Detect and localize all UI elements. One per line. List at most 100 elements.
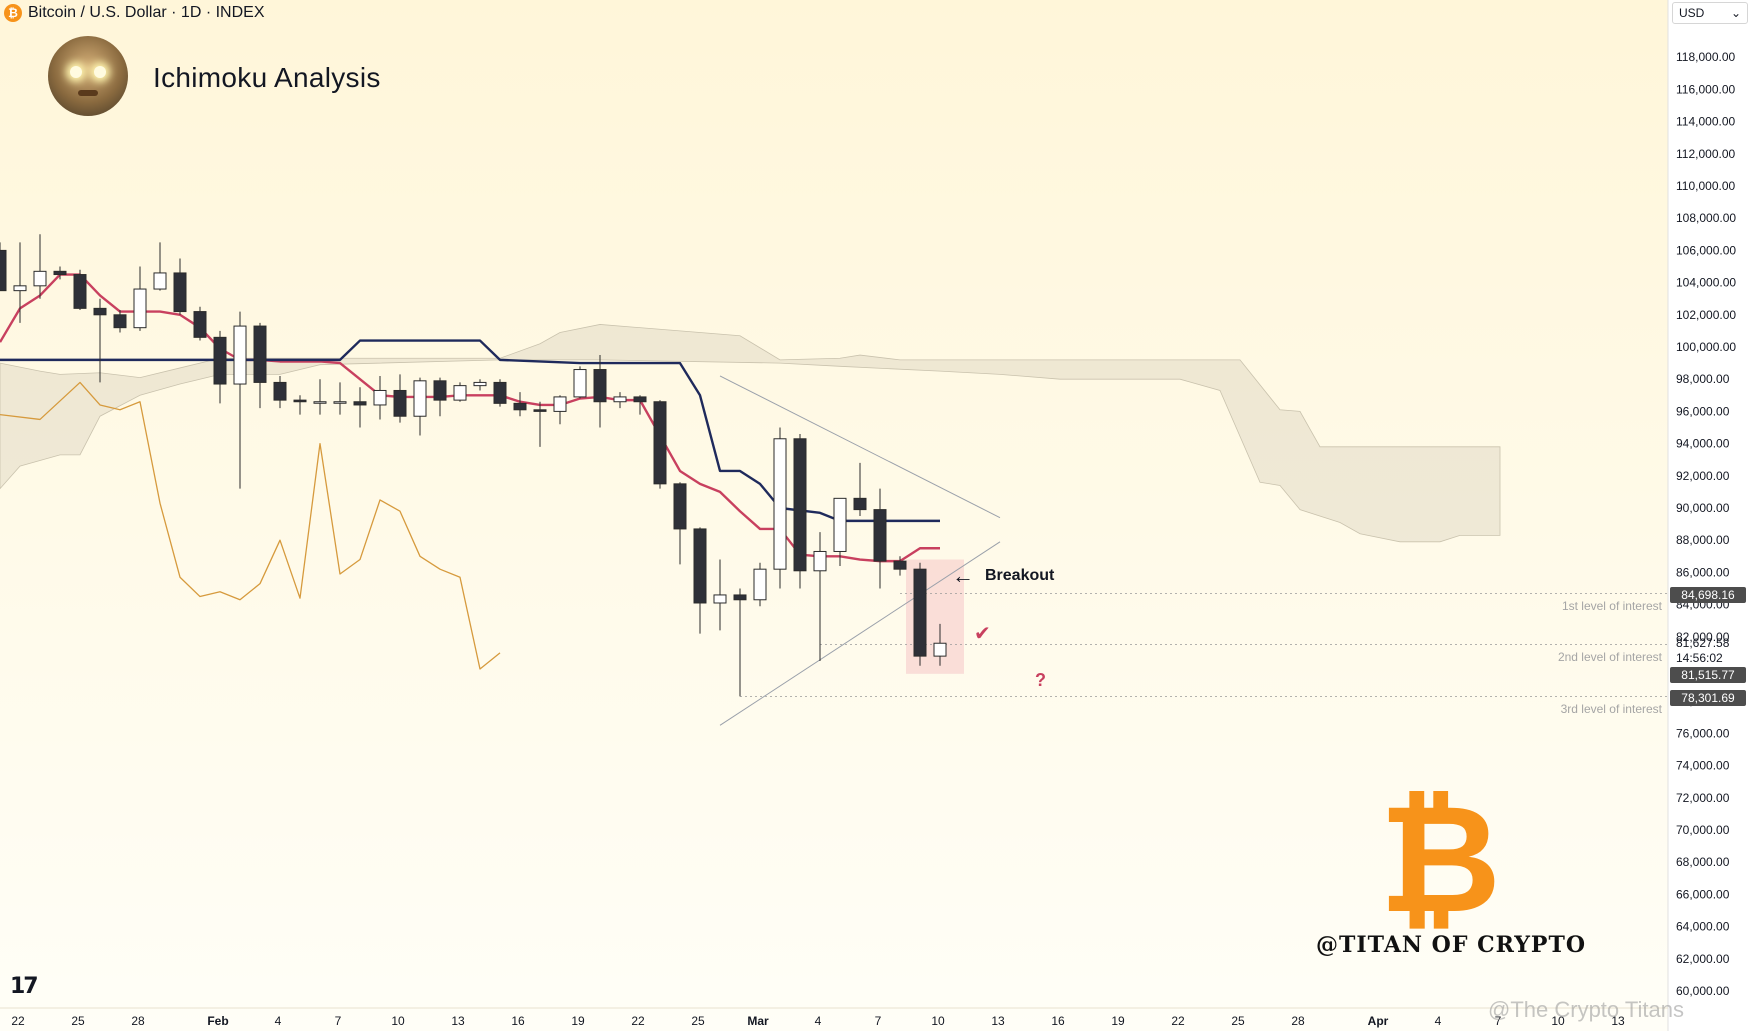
analysis-title: Ichimoku Analysis (153, 62, 381, 93)
y-tick-label: 96,000.00 (1676, 404, 1730, 418)
candle (573, 366, 587, 399)
price-tag-level-3: 78,301.69 (1670, 690, 1746, 706)
candle-body (53, 270, 67, 276)
y-tick-label: 108,000.00 (1676, 211, 1736, 225)
price-tag-level-2: 81,515.77 (1670, 667, 1746, 683)
candle (653, 400, 667, 489)
candle-body (533, 409, 547, 412)
x-tick-label: Feb (207, 1014, 228, 1028)
candle-body (233, 325, 247, 385)
y-tick-label: 60,000.00 (1676, 984, 1730, 998)
candle (0, 242, 7, 292)
candle-body (93, 307, 107, 316)
y-tick-label: 104,000.00 (1676, 276, 1736, 290)
checkmark-icon: ✔ (974, 623, 991, 645)
y-tick-label: 94,000.00 (1676, 437, 1730, 451)
candle (253, 322, 267, 409)
candle (293, 395, 307, 415)
y-tick-label: 82,000.00 (1676, 630, 1730, 644)
candle-body (433, 380, 447, 401)
triangle-trendline-2 (719, 541, 1001, 726)
x-tick-label: 25 (691, 1014, 705, 1028)
candle-body (793, 438, 807, 572)
candle (113, 309, 127, 333)
y-tick-label: 88,000.00 (1676, 533, 1730, 547)
y-tick-label: 98,000.00 (1676, 372, 1730, 386)
candle (913, 562, 927, 666)
x-tick-label: 13 (991, 1014, 1005, 1028)
candle (533, 401, 547, 447)
candle-body (893, 560, 907, 570)
candle-body (633, 396, 647, 403)
x-tick-label: 25 (1231, 1014, 1245, 1028)
y-tick-label: 112,000.00 (1676, 147, 1735, 161)
candle-body (513, 402, 527, 411)
y-tick-label: 92,000.00 (1676, 469, 1730, 483)
candle-body (273, 381, 287, 401)
x-tick-label: 19 (1111, 1014, 1125, 1028)
y-tick-label: 74,000.00 (1676, 759, 1730, 773)
bitcoin-coin-icon: ₿ (4, 4, 22, 22)
candle-body (853, 497, 867, 511)
y-tick-label: 64,000.00 (1676, 920, 1730, 934)
bar-countdown: 14:56:02 (1676, 651, 1723, 665)
chevron-down-icon: ⌄ (1730, 6, 1741, 20)
candle (13, 242, 27, 323)
tradingview-logo-icon[interactable]: 17 (10, 974, 39, 999)
currency-select[interactable]: USD ⌄ (1672, 2, 1748, 24)
candle-body (713, 594, 727, 604)
bitcoin-logo-icon: ₿ (1378, 773, 1502, 947)
candle-body (113, 314, 127, 329)
candle-body (73, 274, 87, 309)
arrow-left-icon: ← (952, 563, 974, 588)
candle (673, 482, 687, 565)
candle (933, 623, 947, 666)
y-tick-label: 62,000.00 (1676, 952, 1730, 966)
candle-body (493, 381, 507, 404)
x-tick-label: 25 (71, 1014, 85, 1028)
candle (213, 330, 227, 404)
candle-body (393, 389, 407, 417)
candle (133, 266, 147, 331)
candle-body (913, 568, 927, 657)
candle (313, 379, 327, 415)
candle (693, 527, 707, 634)
avatar-mouth-icon (78, 90, 98, 96)
candle-body (193, 311, 207, 338)
avatar-eye-icon (94, 66, 106, 78)
candle-body (373, 389, 387, 406)
x-tick-label: 16 (511, 1014, 525, 1028)
y-tick-label: 106,000.00 (1676, 243, 1736, 257)
y-tick-label: 68,000.00 (1676, 855, 1730, 869)
level-label-3: 3rd level of interest (1560, 702, 1662, 716)
candle-body (833, 497, 847, 552)
x-tick-label: 4 (1435, 1014, 1442, 1028)
price-tag-level-1: 84,698.16 (1670, 587, 1746, 603)
question-annotation: ? (1035, 670, 1046, 690)
breakout-annotation: Breakout (985, 567, 1055, 584)
x-tick-label: 7 (335, 1014, 342, 1028)
candle-body (333, 401, 347, 404)
indicator-line-2 (0, 339, 940, 523)
candle-body (153, 272, 167, 290)
candle (513, 392, 527, 417)
candle-body (553, 396, 567, 412)
candle-body (613, 396, 627, 403)
y-tick-label: 102,000.00 (1676, 308, 1736, 322)
candle-body (13, 285, 27, 292)
candle (273, 375, 287, 409)
candle-body (473, 381, 487, 387)
candle-body (173, 272, 187, 313)
x-tick-label: 10 (1551, 1014, 1565, 1028)
symbol-header[interactable]: ₿ Bitcoin / U.S. Dollar · 1D · INDEX (4, 3, 265, 23)
candle (153, 242, 167, 291)
candle-body (253, 325, 267, 383)
candle (233, 311, 247, 489)
candle (173, 258, 187, 315)
candle (493, 379, 507, 407)
x-tick-label: Mar (747, 1014, 769, 1028)
candle (393, 374, 407, 423)
candle (33, 234, 47, 299)
